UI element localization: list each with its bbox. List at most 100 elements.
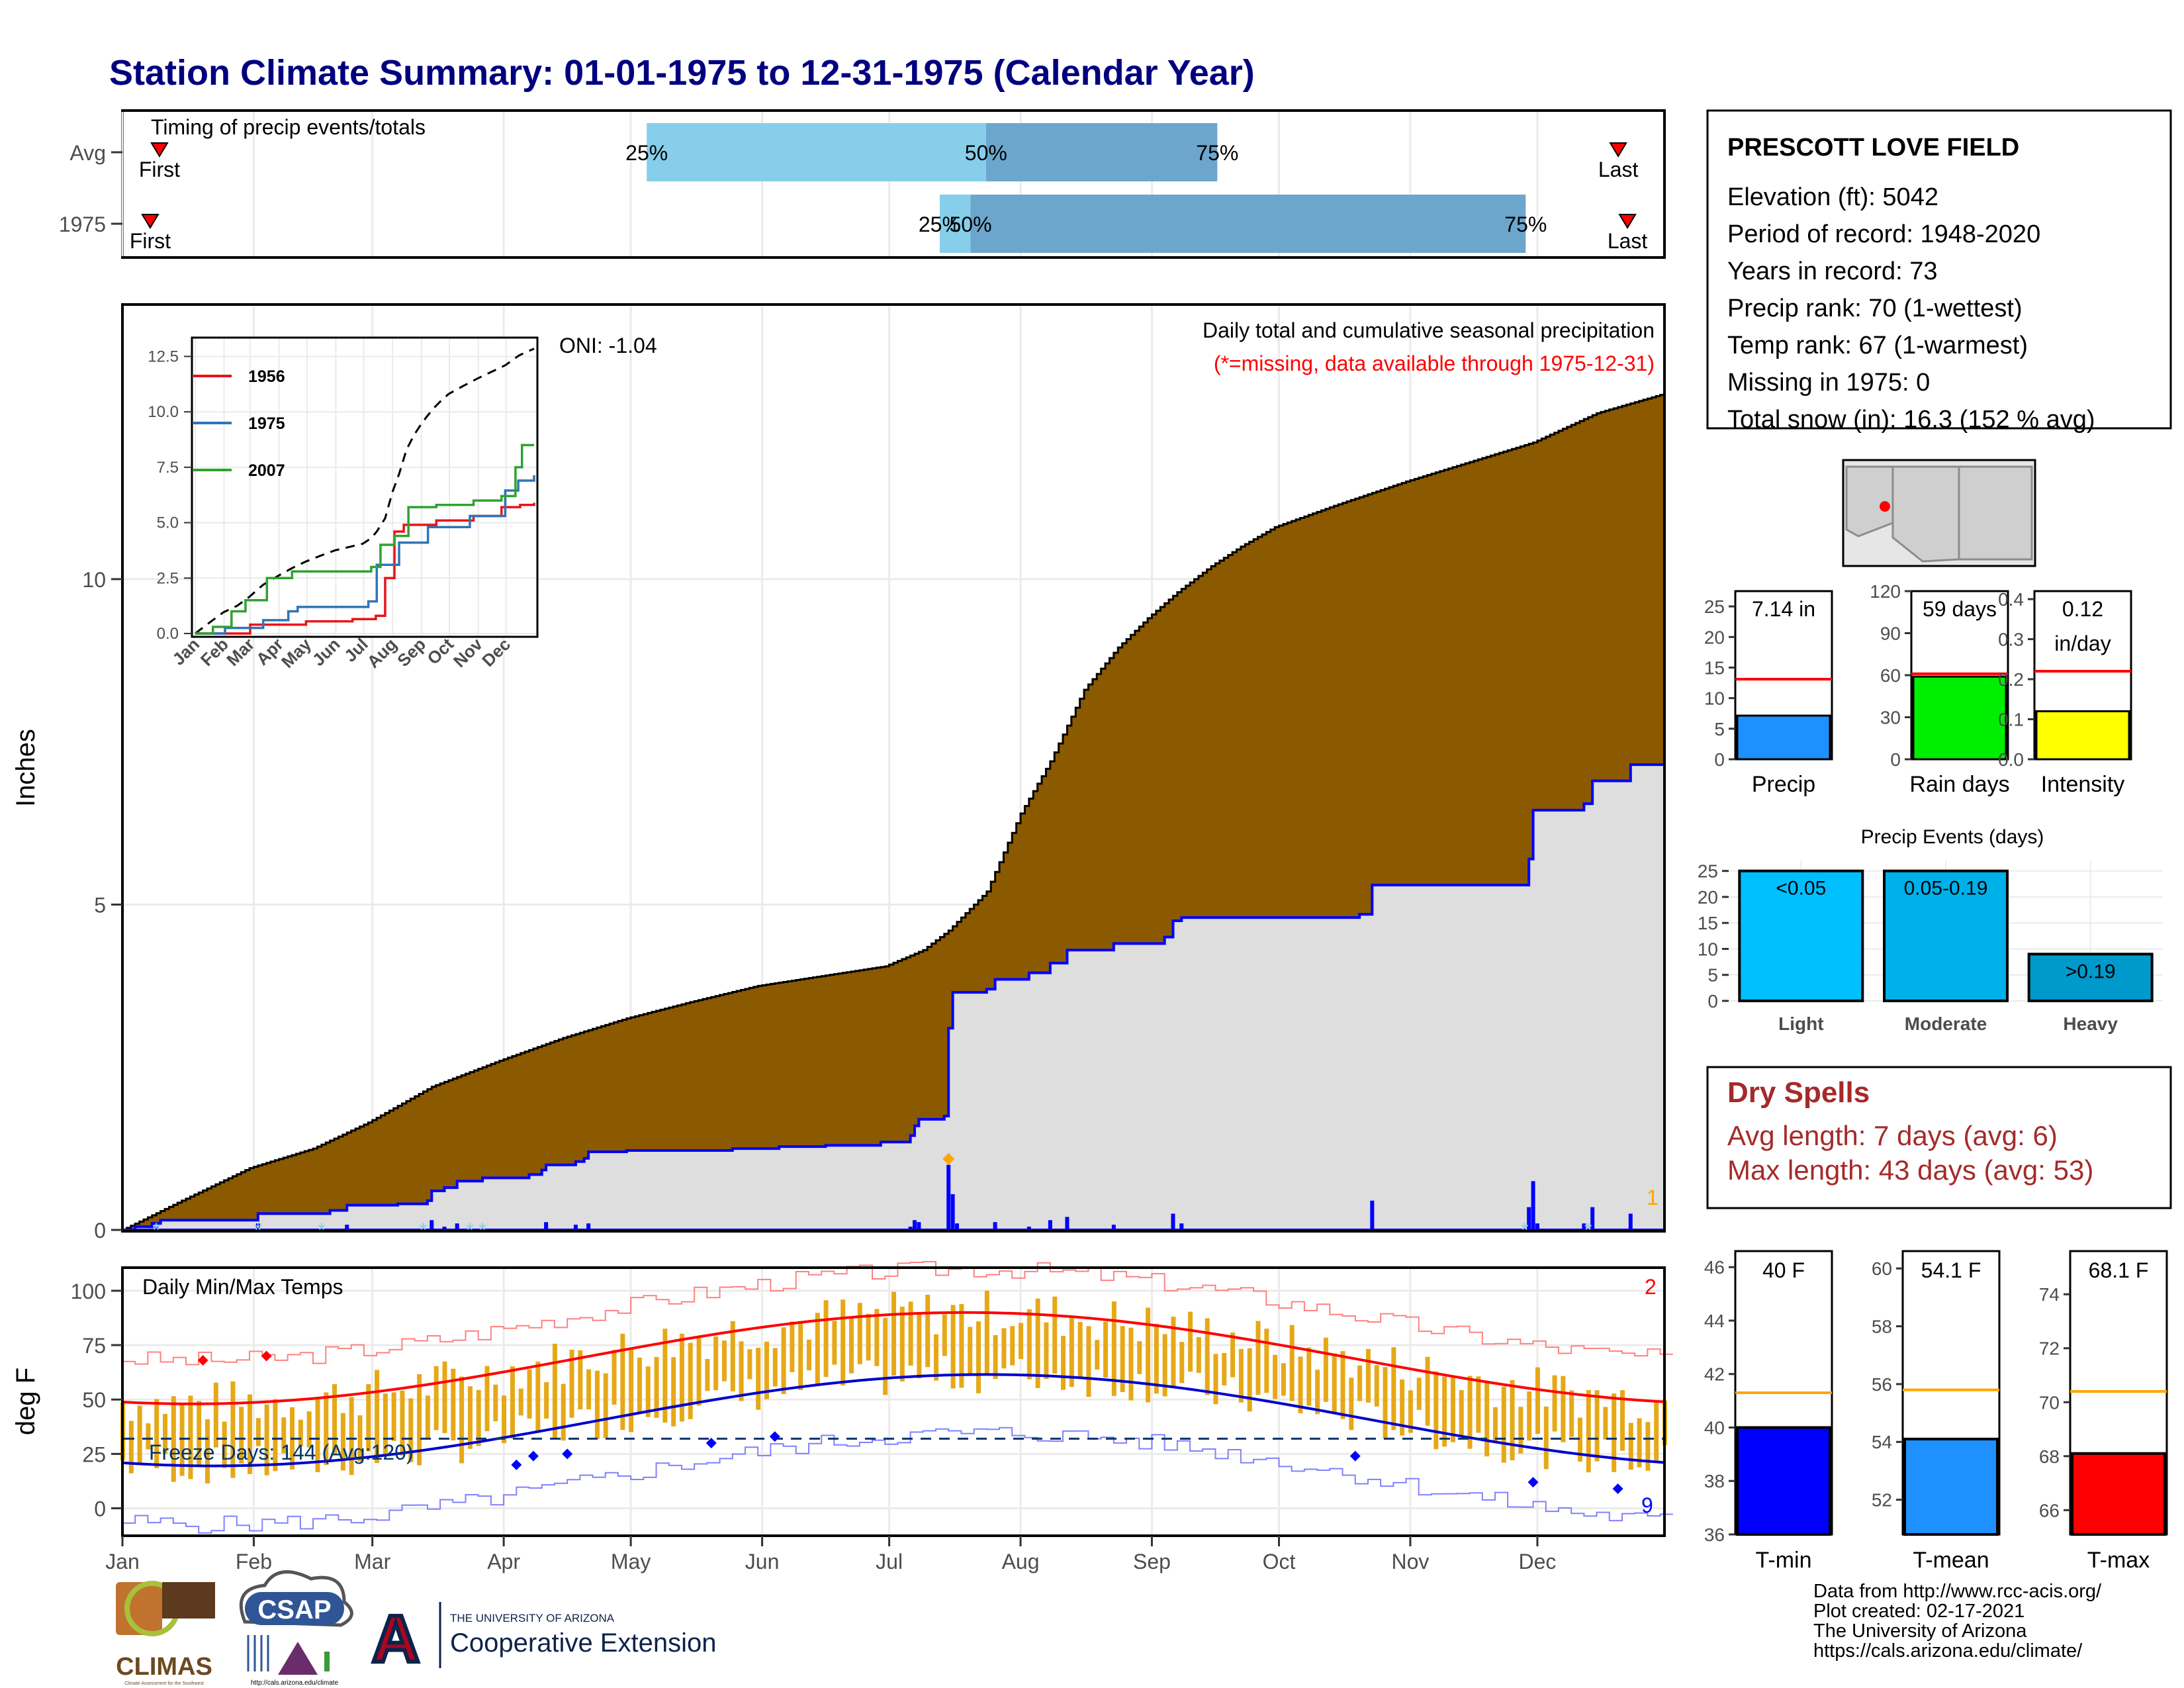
station-info-box: PRESCOTT LOVE FIELD Elevation (ft): 5042…: [1706, 109, 2172, 434]
daily-precip-bar: [950, 1194, 955, 1230]
daily-temp-range-bar: [883, 1317, 888, 1395]
station-info-line: Precip rank: 70 (1-wettest): [1727, 295, 2023, 322]
record-min-line: [122, 1427, 1673, 1534]
daily-temp-range-bar: [1188, 1311, 1193, 1372]
daily-temp-range-bar: [561, 1383, 566, 1441]
summary-bar-charts: 7.14 in 0 5 10 15 20 25 Precip 59 days 0 30 60 90 120…: [1704, 581, 2132, 797]
month-tick-label: Jan: [105, 1550, 140, 1573]
summary-value-bar: [2035, 710, 2130, 761]
temp-value-label: 68.1 F: [2089, 1258, 2149, 1282]
timing-bar-50-75: [970, 195, 1526, 253]
university-of-arizona-logo: A THE UNIVERSITY OF ARIZONA Cooperative …: [363, 1600, 716, 1678]
station-name: PRESCOTT LOVE FIELD: [1727, 134, 2019, 162]
missing-note: (*=missing, data available through 1975-…: [1214, 352, 1655, 375]
daily-temp-range-bar: [942, 1314, 947, 1356]
month-tick-label: Mar: [354, 1550, 390, 1573]
daily-temp-range-bar: [1612, 1393, 1617, 1472]
temp-y-tick-label: 60: [1872, 1258, 1892, 1279]
daily-temp-range-bar: [493, 1384, 498, 1421]
daily-temp-range-bar: [1010, 1326, 1015, 1366]
timing-bar-50-75: [985, 123, 1218, 181]
temp-y-tick-label: 46: [1704, 1257, 1725, 1278]
daily-temp-range-bar: [1535, 1367, 1540, 1434]
daily-temp-range-bar: [747, 1349, 752, 1380]
temp-value-bar: [2071, 1452, 2166, 1536]
month-tick-label: Nov: [1391, 1550, 1429, 1573]
station-info-line: Temp rank: 67 (1-warmest): [1727, 332, 2028, 359]
temp-y-tick-label: 75: [82, 1334, 106, 1358]
daily-temp-range-bar: [213, 1382, 218, 1448]
daily-temp-range-bar: [1298, 1356, 1303, 1413]
daily-temp-range-bar: [1594, 1390, 1600, 1462]
daily-temp-range-bar: [1357, 1365, 1363, 1401]
daily-temp-range-bar: [137, 1405, 142, 1464]
daily-precip-bar: [993, 1222, 997, 1230]
daily-temp-range-bar: [696, 1338, 702, 1406]
events-y-tick-label: 10: [1698, 939, 1718, 959]
freeze-days-label: Freeze Days: 144 (Avg:120): [149, 1440, 414, 1464]
daily-temp-range-bar: [1450, 1377, 1455, 1442]
record-low-marker: [1612, 1483, 1623, 1494]
precip-y-axis-label: Inches: [11, 729, 40, 807]
daily-temp-range-bar: [1052, 1296, 1058, 1374]
daily-temp-range-bar: [968, 1327, 973, 1374]
timing-pct-label: 25%: [625, 141, 668, 165]
inset-y-tick-label: 5.0: [157, 514, 179, 532]
daily-precip-bar: [1531, 1181, 1535, 1230]
daily-precip-bar: [1179, 1223, 1184, 1230]
temp-y-tick-label: 70: [2039, 1392, 2060, 1413]
daily-precip-bar: [345, 1225, 349, 1230]
daily-temp-range-bar: [578, 1350, 583, 1410]
daily-temp-range-bar: [713, 1336, 719, 1391]
event-bar-label: <0.05: [1776, 878, 1826, 900]
first-event-marker: [150, 142, 169, 158]
daily-temp-range-bar: [908, 1301, 913, 1366]
credit-line: Plot created: 02-17-2021: [1813, 1601, 2025, 1622]
daily-temp-range-bar: [1019, 1323, 1024, 1359]
cumulative-precip-1975-area: [122, 763, 1666, 1231]
location-map: [1842, 459, 2036, 567]
daily-temp-range-bar: [459, 1376, 465, 1464]
precip-events-chart: Precip Events (days) <0.05 Light 0.05-0.19…: [1698, 826, 2163, 1034]
station-info-line: Period of record: 1948-2020: [1727, 220, 2040, 248]
summary-y-tick-label: 30: [1880, 708, 1901, 728]
daily-temp-range-bar: [1467, 1376, 1473, 1449]
timing-title: Timing of precip events/totals: [151, 115, 426, 139]
temp-y-tick-label: 68: [2039, 1446, 2060, 1467]
daily-temp-range-bar: [976, 1321, 981, 1393]
temp-y-tick-label: 58: [1872, 1317, 1892, 1337]
timing-pct-label: 50%: [949, 212, 991, 236]
daily-precip-bar: [1048, 1220, 1052, 1230]
daily-precip-bar: [455, 1223, 459, 1230]
precip-count-label: 1: [1647, 1186, 1659, 1209]
daily-temp-range-bar: [1289, 1325, 1295, 1401]
daily-temp-range-bar: [1501, 1386, 1506, 1463]
daily-temp-range-bar: [1111, 1301, 1116, 1396]
daily-temp-range-bar: [1044, 1322, 1049, 1380]
daily-temp-range-bar: [612, 1350, 617, 1405]
daily-temp-range-bar: [984, 1290, 989, 1374]
temp-y-tick-label: 40: [1704, 1417, 1725, 1438]
daily-precip-bar: [1171, 1213, 1175, 1230]
summary-y-tick-label: 25: [1704, 596, 1725, 617]
summary-y-tick-label: 20: [1704, 627, 1725, 647]
station-info-line: Elevation (ft): 5042: [1727, 183, 1938, 211]
daily-temp-range-bar: [1179, 1342, 1185, 1383]
daily-temp-range-bar: [1061, 1336, 1066, 1390]
daily-temp-range-bar: [1315, 1370, 1320, 1415]
precip-y-tick-label: 5: [94, 893, 106, 917]
record-low-marker: [1527, 1477, 1539, 1488]
daily-precip-bar: [586, 1223, 591, 1230]
event-category-label: Moderate: [1905, 1013, 1987, 1034]
daily-temp-range-bar: [171, 1396, 176, 1482]
daily-temp-range-bar: [688, 1342, 693, 1419]
month-tick-label: Jul: [876, 1550, 903, 1573]
daily-temp-range-bar: [264, 1404, 269, 1476]
daily-temp-range-bar: [586, 1369, 592, 1410]
month-tick-label: Jun: [745, 1550, 780, 1573]
summary-value-label: 59 days: [1923, 597, 1997, 621]
precip-events-title: Precip Events (days): [1861, 826, 2044, 848]
daily-temp-range-bar: [1154, 1323, 1159, 1394]
daily-precip-bar: [255, 1223, 260, 1230]
events-y-tick-label: 15: [1698, 913, 1718, 933]
